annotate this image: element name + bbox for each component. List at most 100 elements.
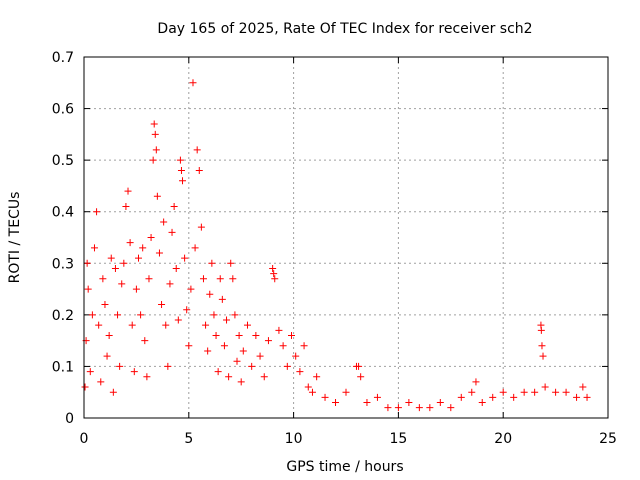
data-point <box>153 192 161 200</box>
data-point <box>223 316 231 324</box>
data-point <box>579 383 587 391</box>
data-point <box>139 244 147 252</box>
data-point <box>93 208 101 216</box>
y-tick-label: 0.7 <box>52 50 74 66</box>
data-point <box>164 362 172 370</box>
data-point <box>179 177 187 185</box>
data-point <box>120 259 128 267</box>
data-point <box>168 228 176 236</box>
data-point <box>279 342 287 350</box>
data-point <box>216 275 224 283</box>
data-point <box>436 399 444 407</box>
data-point <box>539 352 547 360</box>
data-point <box>239 347 247 355</box>
data-point <box>489 393 497 401</box>
data-point <box>145 275 153 283</box>
data-point <box>84 285 92 293</box>
data-point <box>363 399 371 407</box>
data-point <box>97 378 105 386</box>
data-point <box>132 285 140 293</box>
data-point <box>122 203 130 211</box>
data-point <box>105 331 113 339</box>
x-tick-label: 5 <box>184 431 193 447</box>
data-point <box>499 388 507 396</box>
plot-frame <box>83 56 609 419</box>
data-point <box>150 120 158 128</box>
data-point <box>185 342 193 350</box>
data-point <box>342 388 350 396</box>
data-point <box>447 404 455 412</box>
data-point <box>283 362 291 370</box>
data-point <box>107 254 115 262</box>
data-point <box>271 275 279 283</box>
y-tick-label: 0.3 <box>52 256 74 272</box>
data-point <box>189 79 197 87</box>
data-point <box>210 311 218 319</box>
y-tick-label: 0.1 <box>52 359 74 375</box>
x-axis-label: GPS time / hours <box>286 459 403 475</box>
data-point <box>212 331 220 339</box>
data-point <box>292 352 300 360</box>
data-point <box>199 275 207 283</box>
data-point <box>214 368 222 376</box>
data-point <box>394 404 402 412</box>
data-point <box>162 321 170 329</box>
data-point <box>313 373 321 381</box>
data-point <box>288 331 296 339</box>
data-point <box>126 239 134 247</box>
data-point <box>143 373 151 381</box>
data-point <box>270 270 278 278</box>
data-point <box>206 290 214 298</box>
y-tick-label: 0.6 <box>52 102 74 118</box>
data-point <box>149 156 157 164</box>
data-point <box>510 393 518 401</box>
data-point <box>124 187 132 195</box>
data-point <box>141 337 149 345</box>
data-point <box>426 404 434 412</box>
data-point <box>355 362 363 370</box>
data-point <box>155 249 163 257</box>
x-tick-label: 20 <box>494 431 512 447</box>
data-point <box>225 373 233 381</box>
data-point <box>111 264 119 272</box>
data-point <box>562 388 570 396</box>
x-tick-label: 0 <box>80 431 89 447</box>
data-point <box>81 383 89 391</box>
data-point <box>357 373 365 381</box>
data-point <box>248 362 256 370</box>
y-tick-label: 0.4 <box>52 205 74 221</box>
x-tick-label: 25 <box>599 431 617 447</box>
y-tick-label: 0 <box>65 411 74 427</box>
data-point <box>128 321 136 329</box>
data-point <box>172 264 180 272</box>
data-point <box>275 326 283 334</box>
data-point <box>88 311 96 319</box>
data-point <box>415 404 423 412</box>
data-point <box>308 388 316 396</box>
data-point <box>233 357 241 365</box>
data-point <box>264 337 272 345</box>
data-point <box>193 146 201 154</box>
data-point <box>231 311 239 319</box>
data-point <box>95 321 103 329</box>
y-axis-label: ROTI / TECUs <box>7 192 23 284</box>
data-point <box>118 280 126 288</box>
data-point <box>197 223 205 231</box>
data-point <box>227 259 235 267</box>
data-point <box>174 316 182 324</box>
data-point <box>269 264 277 272</box>
data-point <box>158 301 166 309</box>
tick-layer: 0 5 10 15 20 25 0 0.1 0.2 0.3 0.4 0.5 0.6 0.7 <box>52 50 617 447</box>
data-point <box>220 342 228 350</box>
data-point <box>457 393 465 401</box>
grid-layer <box>84 57 608 418</box>
data-point <box>243 321 251 329</box>
data-point <box>170 203 178 211</box>
data-point <box>152 146 160 154</box>
data-point <box>191 244 199 252</box>
data-point <box>478 399 486 407</box>
data-point <box>147 234 155 241</box>
data-point <box>181 254 189 262</box>
data-point <box>252 331 260 339</box>
